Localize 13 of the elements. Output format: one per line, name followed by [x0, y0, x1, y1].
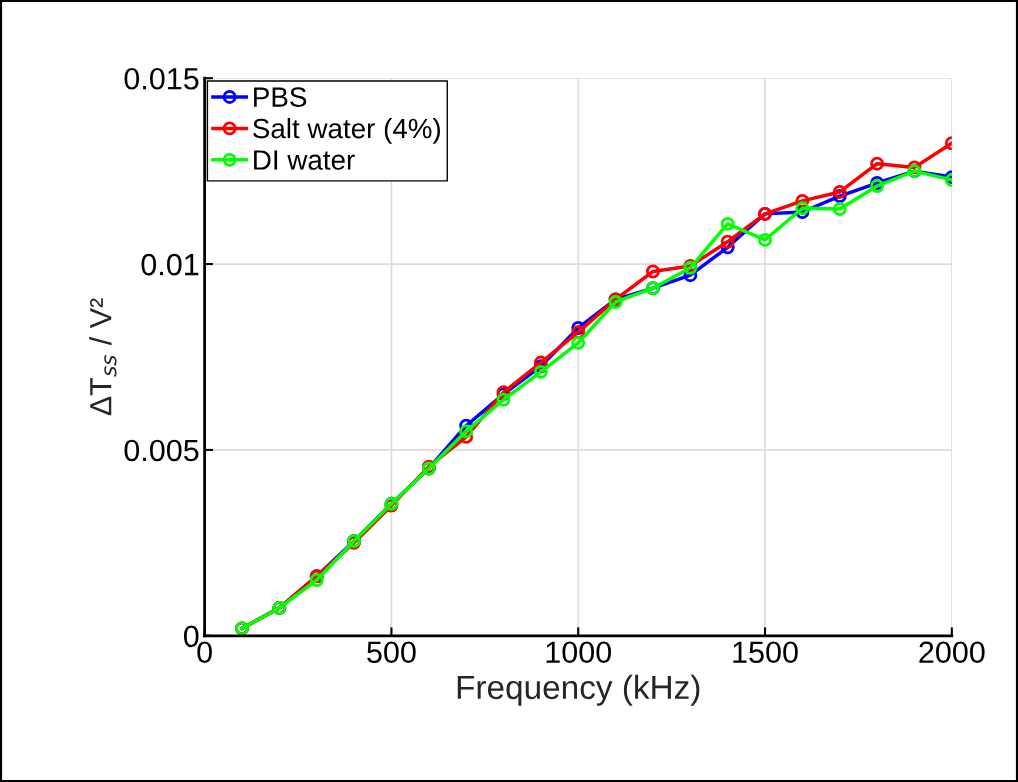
- legend-label: PBS: [254, 87, 307, 107]
- y-tick-label: 0: [183, 625, 199, 648]
- y-tick-label: 0.005: [124, 439, 199, 462]
- y-tick-label: 0.015: [124, 67, 199, 90]
- legend-label: DI water: [254, 150, 355, 170]
- x-axis-title: Frequency (kHz): [457, 674, 700, 706]
- x-tick-label: 1000: [546, 641, 612, 664]
- y-tick-label: 0.01: [141, 253, 199, 276]
- legend-label: Salt water (4%): [253, 117, 440, 144]
- x-tick-label: 500: [367, 641, 416, 664]
- x-tick-label: 1500: [733, 641, 798, 664]
- x-tick-label: 2000: [919, 641, 985, 664]
- y-axis-title: ΔT$_{ss}$ / V²: [89, 298, 117, 416]
